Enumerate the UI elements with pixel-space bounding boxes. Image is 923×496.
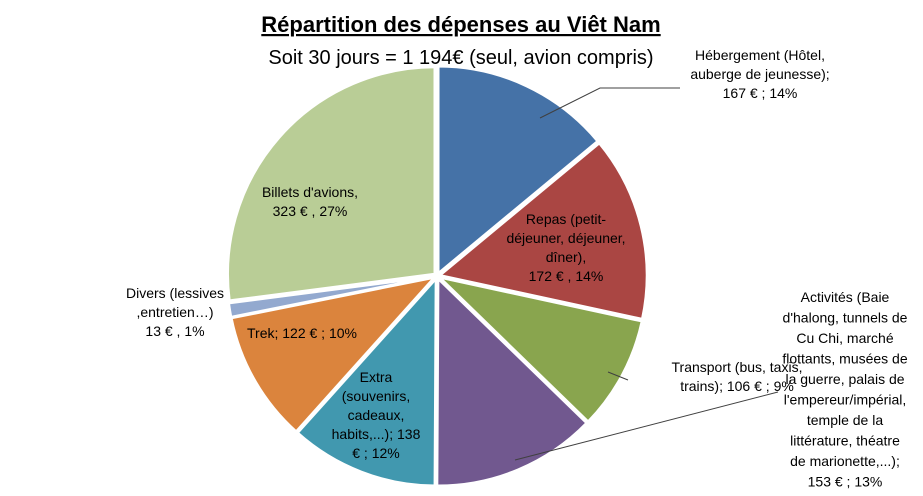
slice-label-line: Divers (lessives (126, 285, 224, 301)
slice-label-line: littérature, théatre (790, 433, 900, 449)
slice-label-line: de marionette,...); (790, 453, 900, 469)
slice-label-line: ,entretien…) (136, 304, 213, 320)
slice-label-line: Hébergement (Hôtel, (695, 47, 825, 63)
pie-slices (226, 65, 649, 488)
pie-slice-hebergement-hotel-auberg (437, 65, 600, 276)
slice-label-line: 323 € , 27% (273, 203, 348, 219)
leader-lines (514, 87, 779, 461)
chart-subtitle: Soit 30 jours = 1 194€ (seul, avion comp… (268, 47, 653, 69)
slice-label-line: habits,...); 138 (332, 426, 421, 442)
chart-title: Répartition des dépenses au Viêt Nam (261, 12, 660, 37)
slice-label-line: (souvenirs, (342, 388, 410, 404)
slice-label-line: flottants, musées de (782, 351, 908, 367)
pie-slice-extra-souvenirs-cadeaux- (295, 275, 438, 488)
slice-label-transport-bus-taxis-trai: Transport (bus, taxis, trains); 106 € ; 9… (672, 359, 803, 394)
leader-line-transport-bus-taxis-trai (607, 371, 629, 381)
slice-label-line: 153 € ; 13% (808, 474, 883, 490)
slice-label-line: Cu Chi, marché (796, 330, 893, 346)
slice-label-line: Repas (petit- (526, 211, 606, 227)
slice-label-billets-d-avions: Billets d'avions, 323 € , 27% (262, 184, 358, 219)
leader-line-hebergement-hotel-auberg (539, 87, 680, 119)
leader-line-activites-baie-d-halong- (514, 391, 779, 461)
slice-label-extra-souvenirs-cadeaux-: Extra (souvenirs, cadeaux, habits,...); 138… (332, 369, 421, 461)
slice-label-line: Extra (360, 369, 393, 385)
slice-label-line: 167 € ; 14% (723, 85, 798, 101)
slice-label-line: temple de la (807, 412, 883, 428)
slice-label-activites-baie-d-halong-: Activités (Baie d'halong, tunnels de Cu Ch… (782, 289, 908, 490)
slice-label-divers-lessives-entretie: Divers (lessives ,entretien…) 13 € , 1% (126, 285, 224, 339)
slice-label-line: 172 € , 14% (529, 268, 604, 284)
slice-label-line: Transport (bus, taxis, (672, 359, 803, 375)
pie-slice-divers-lessives-entretie (227, 275, 435, 319)
slice-label-line: l'empereur/impérial, (784, 392, 907, 408)
slice-label-line: Billets d'avions, (262, 184, 358, 200)
pie-slice-trek (229, 275, 438, 434)
pie-slice-transport-bus-taxis-trai (435, 275, 644, 424)
pie-slice-billets-d-avions (226, 65, 436, 303)
slice-label-line: Trek; 122 € ; 10% (247, 325, 357, 341)
slice-labels: Hébergement (Hôtel, auberge de jeunesse);… (126, 47, 908, 490)
slice-label-line: € ; 12% (352, 445, 399, 461)
pie-slice-activites-baie-d-halong- (435, 275, 589, 488)
slice-label-line: 13 € , 1% (145, 323, 204, 339)
slice-label-line: trains); 106 € ; 9% (680, 378, 794, 394)
slice-label-line: cadeaux, (348, 407, 405, 423)
slice-label-line: déjeuner, déjeuner, (506, 230, 625, 246)
slice-label-trek: Trek; 122 € ; 10% (247, 325, 357, 341)
slice-label-repas-petit-dejeuner-dej: Repas (petit-déjeuner, déjeuner, dîner), 1… (506, 211, 625, 284)
slice-label-line: Activités (Baie (801, 289, 890, 305)
pie-slice-repas-petit-dejeuner-dej (437, 141, 649, 321)
slice-label-line: dîner), (546, 249, 586, 265)
slice-label-hebergement-hotel-auberg: Hébergement (Hôtel, auberge de jeunesse);… (690, 47, 829, 101)
slice-label-line: auberge de jeunesse); (690, 66, 829, 82)
slice-label-line: d'halong, tunnels de (783, 310, 908, 326)
slice-label-line: la guerre, palais de (785, 371, 904, 387)
